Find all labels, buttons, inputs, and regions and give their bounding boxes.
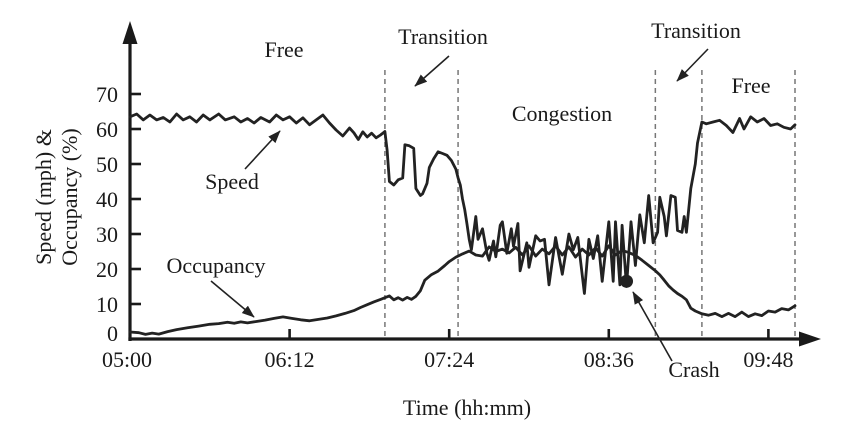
x-tick-label: 05:00 <box>102 347 152 372</box>
y-tick-label: 20 <box>96 257 118 282</box>
occupancy-arrow <box>210 280 255 318</box>
region-label-free-left: Free <box>264 36 304 62</box>
x-tick-label: 09:48 <box>743 347 793 372</box>
crash-label: Crash <box>668 356 720 382</box>
y-tick-label: 60 <box>96 117 118 142</box>
y-axis-arrowhead-icon <box>122 21 138 44</box>
y-tick-label: 50 <box>96 152 118 177</box>
region-label-free-right: Free <box>731 72 771 98</box>
y-tick-label: 0 <box>107 321 118 346</box>
x-tick-label: 08:36 <box>584 347 634 372</box>
series-label-occupancy: Occupancy <box>166 252 266 278</box>
x-tick-label: 06:12 <box>265 347 315 372</box>
y-axis-title: Speed (mph) & Occupancy (%) <box>31 128 83 265</box>
occupancy-line <box>128 244 797 336</box>
transition-left-arrow <box>414 55 450 87</box>
crash-point-dot <box>620 274 634 288</box>
series-label-speed: Speed <box>205 168 259 194</box>
x-axis-title: Time (hh:mm) <box>402 394 532 420</box>
y-axis-title-line1: Speed (mph) & <box>31 129 56 265</box>
y-tick-label: 70 <box>96 82 118 107</box>
y-axis-title-line2: Occupancy (%) <box>57 128 82 266</box>
y-tick-label: 40 <box>96 187 118 212</box>
speed-line <box>128 112 797 295</box>
region-label-congestion: Congestion <box>511 100 613 126</box>
region-label-transition-right: Transition <box>651 17 741 43</box>
region-label-transition-left: Transition <box>398 23 488 49</box>
speed-arrow <box>244 130 281 170</box>
crash-arrow <box>632 291 673 362</box>
x-axis-arrowhead-icon <box>799 331 821 347</box>
x-tick-label: 07:24 <box>424 347 474 372</box>
y-tick-label: 10 <box>96 292 118 317</box>
y-tick-label: 30 <box>96 222 118 247</box>
transition-right-arrow <box>676 48 709 82</box>
